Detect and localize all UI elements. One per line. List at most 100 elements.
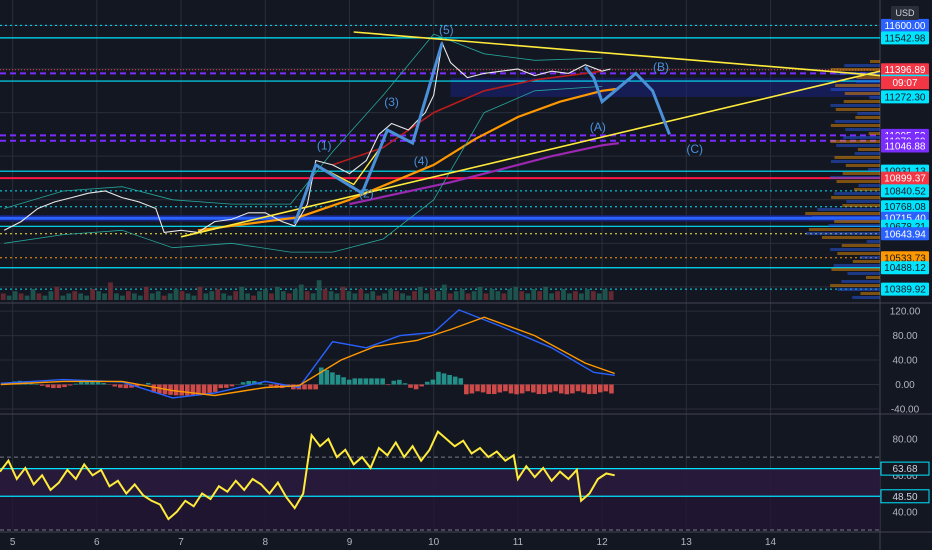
volume-profile-bar — [869, 96, 880, 99]
volume-bar — [292, 289, 298, 300]
volume-bar — [531, 289, 537, 300]
volume-profile-bar — [870, 60, 880, 63]
volume-profile-bar — [841, 280, 880, 283]
rsi-level-box[interactable] — [880, 461, 930, 476]
wave-label: (4) — [414, 154, 429, 168]
volume-bar — [167, 293, 173, 300]
rsi-level-box[interactable] — [880, 489, 930, 504]
macd-histogram-bar — [352, 378, 358, 385]
x-tick-label: 12 — [597, 537, 609, 548]
volume-bar — [90, 289, 96, 300]
x-tick-label: 14 — [765, 537, 777, 548]
volume-bar — [394, 291, 399, 300]
wave-label: (A) — [590, 120, 606, 134]
volume-bar — [203, 293, 209, 300]
volume-bar — [304, 291, 310, 300]
volume-bar — [519, 291, 525, 300]
volume-bar — [257, 291, 262, 300]
volume-bar — [310, 293, 316, 300]
macd-histogram-bar — [90, 380, 95, 385]
price-label-box[interactable] — [881, 184, 929, 198]
countdown-text: 09:07 — [892, 78, 917, 89]
macd-histogram-bar — [302, 384, 307, 390]
volume-profile-bar — [845, 164, 880, 167]
macd-histogram-bar — [458, 378, 464, 385]
volume-profile-bar — [855, 116, 880, 119]
macd-histogram-bar — [101, 382, 106, 385]
volume-profile-bar — [830, 284, 880, 287]
volume-profile-bar — [854, 188, 880, 191]
macd-histogram-bar — [62, 384, 67, 388]
price-label-box[interactable] — [881, 139, 929, 153]
macd-histogram-bar — [212, 384, 218, 392]
volume-bar — [114, 293, 119, 300]
volume-bar — [400, 293, 405, 300]
volume-bar — [155, 291, 161, 300]
volume-bar — [42, 295, 48, 300]
wave-label: (B) — [653, 60, 669, 74]
volume-bar — [489, 289, 495, 300]
volume-profile-bar — [842, 204, 880, 207]
price-label-box[interactable] — [881, 63, 929, 77]
macd-histogram-bar — [218, 384, 224, 389]
volume-bar — [36, 293, 42, 300]
price-label-box[interactable] — [881, 227, 929, 241]
moving-average-orange — [197, 87, 620, 232]
rsi-tick-label: 40.00 — [892, 507, 917, 518]
rsi-band — [0, 468, 880, 497]
volume-profile-bar — [841, 244, 880, 247]
macd-histogram-bar — [525, 384, 531, 392]
macd-histogram-bar — [597, 384, 603, 393]
volume-bar — [549, 293, 554, 300]
volume-bar — [245, 293, 250, 300]
price-label-box[interactable] — [881, 90, 929, 104]
volume-profile-bar — [830, 176, 880, 179]
price-label-text: 10533.73 — [884, 253, 926, 264]
macd-histogram-bar — [586, 384, 592, 395]
volume-bar — [334, 293, 340, 300]
price-label-box[interactable] — [881, 31, 929, 45]
macd-histogram-bar — [374, 378, 380, 385]
macd-histogram-bar — [575, 384, 581, 392]
volume-bar — [441, 284, 447, 300]
price-label-box[interactable] — [881, 251, 929, 265]
volume-profile-bar — [835, 84, 880, 87]
volume-bar — [453, 291, 459, 300]
macd-histogram-bar — [542, 384, 547, 395]
macd-histogram-bar — [430, 379, 436, 385]
volume-profile-bar — [831, 268, 880, 271]
macd-histogram-bar — [491, 384, 497, 395]
wave-label: (5) — [439, 23, 454, 37]
volume-profile-bar — [828, 224, 880, 227]
volume-bar — [346, 291, 352, 300]
volume-bar — [6, 295, 12, 300]
macd-histogram-bar — [447, 374, 452, 385]
macd-histogram-bar — [402, 383, 408, 385]
volume-profile-bar — [856, 76, 880, 79]
price-label-box[interactable] — [881, 18, 929, 32]
macd-histogram-bar — [51, 384, 56, 389]
price-label-box[interactable] — [881, 282, 929, 296]
volume-profile-bar — [854, 152, 880, 155]
price-label-text: 11396.89 — [885, 65, 926, 76]
macd-histogram-bar — [581, 384, 586, 393]
price-label-text: 11542.98 — [885, 33, 926, 44]
wave-label: (C) — [686, 142, 703, 156]
volume-profile-bar — [837, 252, 880, 255]
price-label-box[interactable] — [881, 171, 929, 185]
rsi-tick-label: 80.00 — [892, 434, 917, 445]
macd-histogram-bar — [190, 384, 196, 396]
macd-histogram-bar — [441, 373, 447, 385]
volume-profile-bar — [842, 172, 880, 175]
macd-histogram-bar — [335, 374, 341, 385]
currency-badge[interactable]: USD — [891, 6, 919, 20]
macd-histogram-bar — [39, 384, 45, 386]
price-label-box[interactable] — [881, 261, 929, 275]
volume-profile-bar — [834, 192, 880, 195]
macd-histogram-bar — [201, 384, 207, 394]
price-label-box[interactable] — [881, 200, 929, 214]
macd-histogram-bar — [531, 384, 536, 393]
macd-histogram-bar — [240, 382, 246, 385]
volume-bar — [382, 293, 388, 300]
